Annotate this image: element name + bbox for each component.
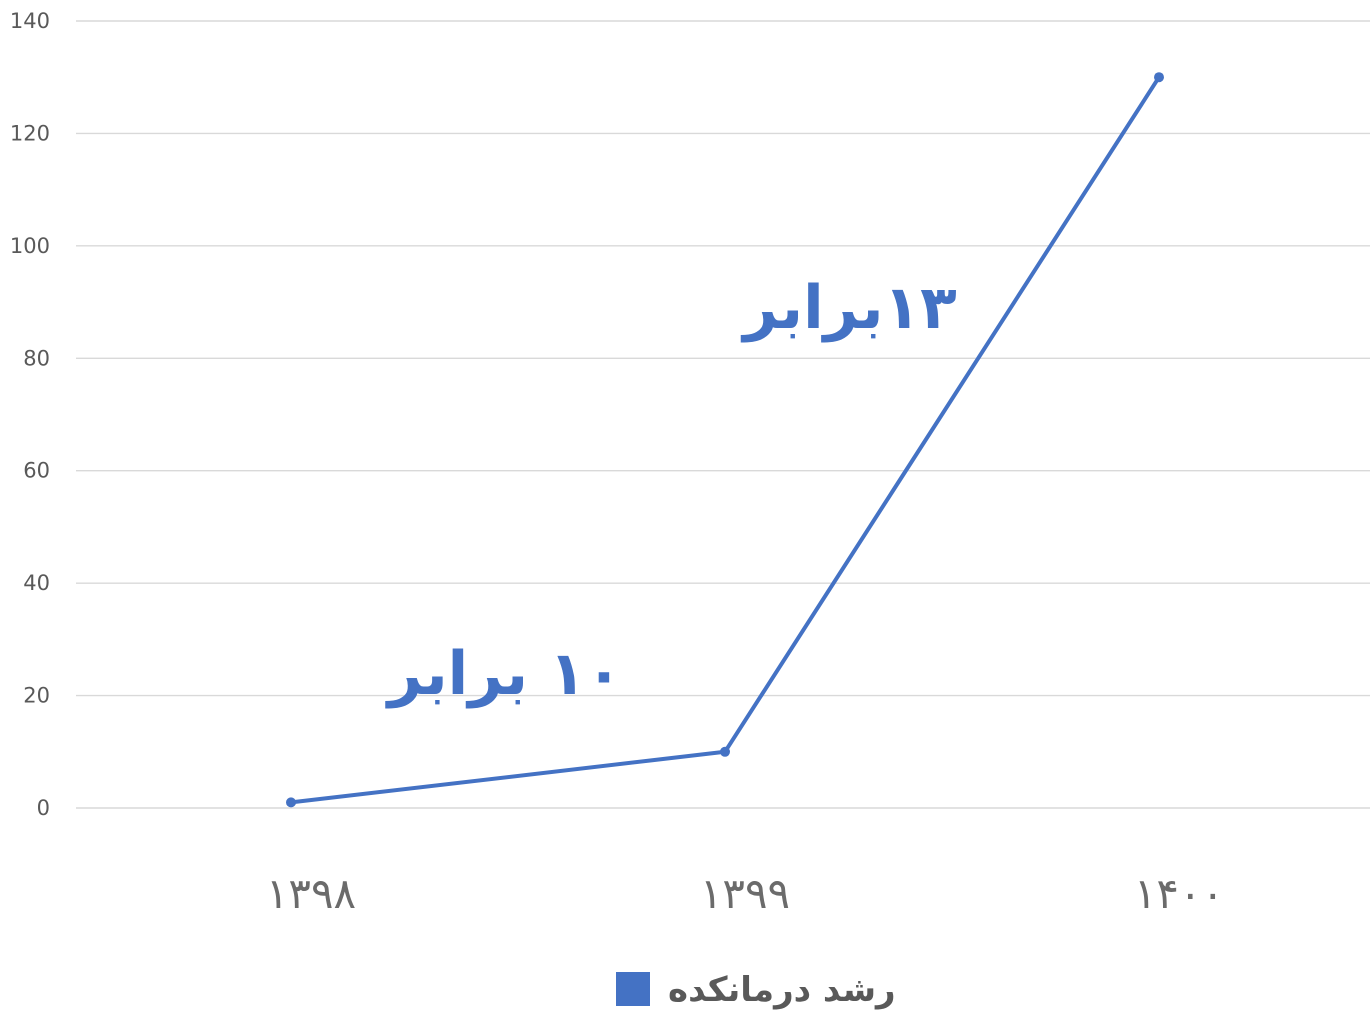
x-tick-label: ۱۳۹۸ [266, 869, 356, 918]
x-tick-label: ۱۴۰۰ [1134, 869, 1224, 918]
y-tick-label: 100 [10, 234, 50, 258]
annotation-13x: ۱۳برابر [740, 273, 957, 343]
y-tick-label: 140 [10, 9, 50, 33]
legend-label: رشد درمانکده [668, 970, 896, 1010]
x-axis: ۱۳۹۸ ۱۳۹۹ ۱۴۰۰ [266, 869, 1224, 918]
annotation-10x: ۱۰ برابر [385, 639, 622, 709]
y-tick-label: 40 [23, 571, 50, 595]
y-tick-label: 120 [10, 121, 50, 145]
y-tick-label: 0 [37, 796, 50, 820]
legend-swatch [616, 972, 650, 1006]
y-tick-label: 60 [23, 459, 50, 483]
data-point [720, 746, 730, 757]
y-axis: 0 20 40 60 80 100 120 140 [10, 9, 50, 820]
series-group [286, 72, 1164, 808]
x-tick-label: ۱۳۹۹ [700, 869, 790, 918]
legend: رشد درمانکده [616, 970, 896, 1010]
y-tick-label: 80 [23, 346, 50, 370]
data-point [286, 797, 296, 808]
gridlines [76, 20, 1370, 809]
data-point [1154, 72, 1164, 83]
y-tick-label: 20 [23, 684, 50, 708]
